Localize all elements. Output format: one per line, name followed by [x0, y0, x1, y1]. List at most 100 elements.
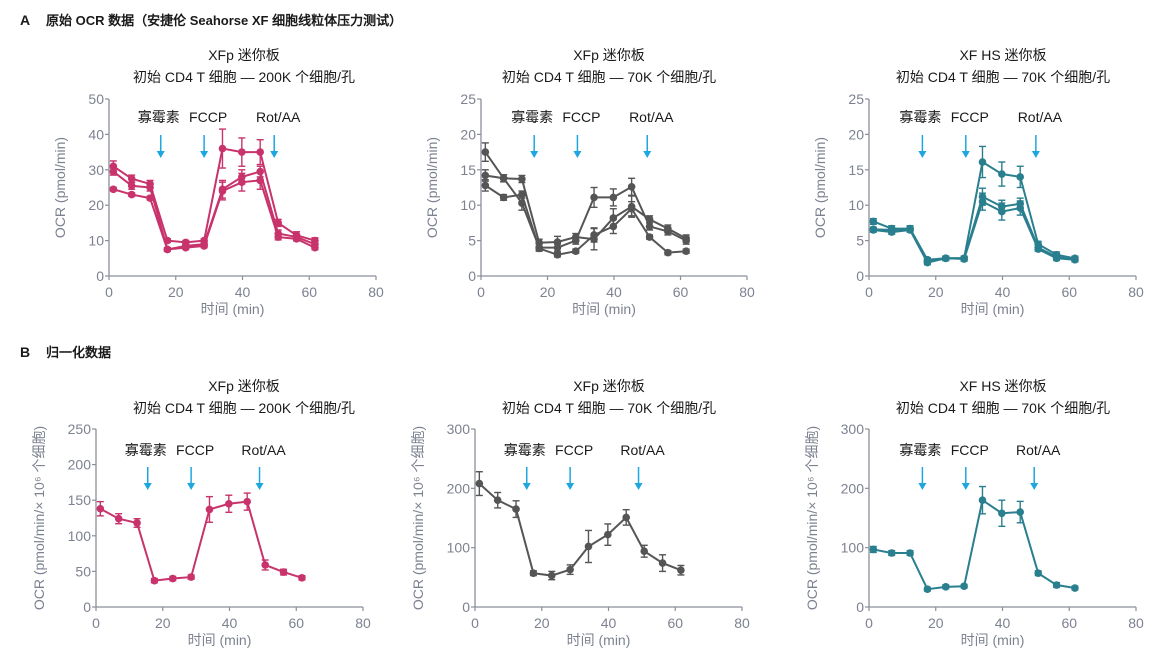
data-point: [906, 226, 914, 234]
x-axis-label: 时间 (min): [188, 632, 252, 648]
x-tick-label: 40: [606, 284, 622, 300]
injection-label: 寡霉素: [511, 109, 553, 125]
chart-title-line: XFp 迷你板: [573, 378, 645, 394]
series-3: [869, 192, 1079, 267]
section-a-letter: A: [20, 12, 30, 28]
x-tick-label: 40: [995, 284, 1011, 300]
injection-label: Rot/AA: [620, 442, 665, 458]
y-tick-label: 30: [88, 162, 104, 178]
injection-label: FCCP: [562, 109, 600, 125]
x-tick-label: 60: [1061, 615, 1077, 631]
data-point: [292, 235, 301, 243]
y-tick-label: 200: [447, 480, 471, 496]
arrow-head-icon: [1031, 151, 1040, 158]
data-point: [978, 158, 987, 166]
data-point: [1016, 173, 1024, 181]
x-tick-label: 60: [1061, 284, 1077, 300]
data-point: [256, 176, 264, 185]
x-tick-label: 40: [995, 615, 1011, 631]
data-point: [604, 530, 612, 539]
injection-label: 寡霉素: [125, 442, 167, 458]
data-point: [887, 228, 896, 236]
y-tick-label: 150: [68, 492, 92, 508]
arrow-head-icon: [270, 151, 279, 158]
data-point: [114, 514, 123, 523]
y-tick-label: 20: [88, 197, 104, 213]
y-tick-label: 10: [848, 197, 864, 213]
data-point: [481, 171, 490, 180]
y-tick-label: 0: [856, 599, 864, 615]
data-point: [1071, 584, 1079, 592]
y-tick-label: 10: [88, 233, 104, 249]
y-tick-label: 0: [462, 599, 470, 615]
injection-label: 寡霉素: [899, 109, 941, 125]
data-point: [146, 194, 154, 202]
y-tick-label: 5: [468, 233, 476, 249]
x-tick-label: 80: [368, 284, 384, 300]
x-tick-label: 80: [739, 284, 755, 300]
y-tick-label: 0: [468, 268, 476, 284]
x-tick-label: 40: [222, 615, 238, 631]
data-point: [566, 565, 574, 574]
injection-label: 寡霉素: [899, 442, 941, 458]
injection-label: Rot/AA: [629, 109, 674, 125]
data-point: [553, 238, 562, 246]
data-point: [1052, 581, 1061, 589]
series-line: [99, 500, 303, 582]
data-point: [518, 175, 526, 183]
series-1: [869, 145, 1079, 264]
data-point: [150, 576, 159, 585]
data-point: [225, 499, 233, 508]
chart-title-line: XF HS 迷你板: [959, 378, 1046, 394]
y-tick-label: 100: [68, 528, 92, 544]
data-point: [658, 559, 667, 567]
arrow-head-icon: [530, 151, 539, 158]
data-point: [493, 496, 502, 505]
series-line: [485, 174, 687, 244]
data-point: [181, 243, 190, 252]
data-point: [109, 167, 118, 176]
chart-title-line: XF HS 迷你板: [959, 47, 1046, 63]
arrow-head-icon: [143, 483, 152, 490]
y-tick-label: 10: [460, 197, 476, 213]
x-tick-label: 0: [865, 615, 873, 631]
series-3: [109, 170, 319, 254]
x-tick-label: 80: [1128, 615, 1144, 631]
chart-title-line: XFp 迷你板: [208, 378, 280, 394]
data-point: [535, 244, 543, 253]
x-tick-label: 40: [601, 615, 617, 631]
data-point: [1034, 569, 1043, 577]
x-tick-label: 60: [667, 615, 683, 631]
data-point: [1071, 255, 1079, 264]
y-tick-label: 15: [460, 162, 476, 178]
y-tick-label: 200: [841, 480, 865, 496]
x-tick-label: 20: [928, 615, 944, 631]
data-point: [627, 204, 636, 213]
data-point: [645, 233, 654, 241]
data-point: [243, 497, 251, 506]
data-point: [238, 148, 246, 156]
data-point: [627, 182, 636, 191]
data-point: [923, 585, 932, 593]
arrow-head-icon: [156, 151, 165, 158]
data-point: [127, 174, 136, 183]
data-point: [218, 187, 227, 195]
x-tick-label: 60: [301, 284, 317, 300]
x-tick-label: 0: [477, 284, 485, 300]
data-point: [571, 233, 580, 241]
injection-label: 寡霉素: [504, 442, 546, 458]
x-axis-label: 时间 (min): [572, 301, 636, 317]
x-tick-label: 80: [734, 615, 750, 631]
data-point: [553, 250, 562, 259]
data-point: [571, 247, 580, 256]
data-point: [274, 233, 283, 241]
data-point: [590, 193, 598, 202]
data-point: [481, 148, 490, 156]
data-point: [133, 519, 141, 527]
chart-title-line: XFp 迷你板: [573, 47, 645, 63]
arrow-head-icon: [255, 483, 264, 490]
data-point: [584, 542, 593, 551]
